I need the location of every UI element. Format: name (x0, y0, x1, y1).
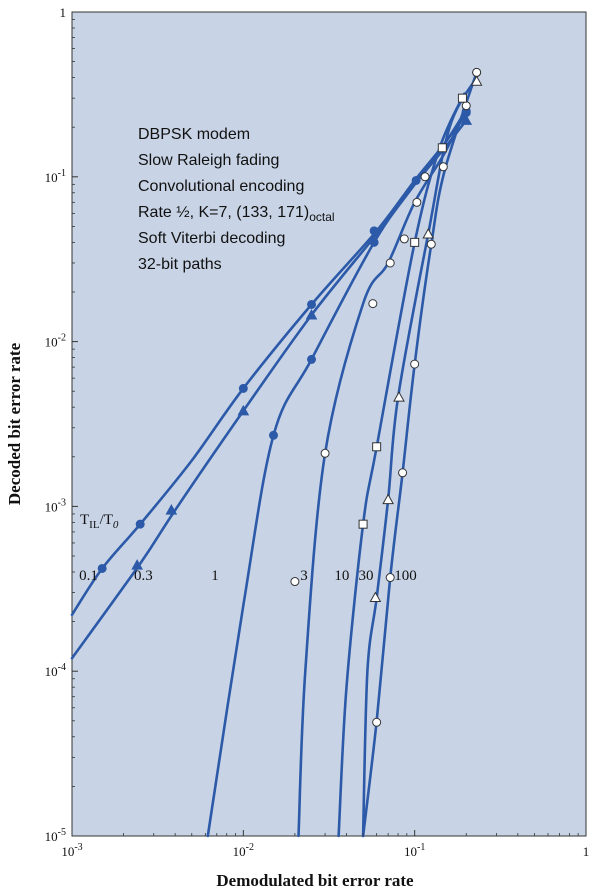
curve-label-10: 10 (334, 568, 349, 584)
y-tick-exp: -1 (58, 168, 66, 179)
y-axis-label: Decoded bit error rate (5, 342, 24, 505)
data-point-0.1 (412, 176, 420, 184)
curve-label-30: 30 (358, 568, 373, 584)
data-point-1 (308, 355, 316, 363)
data-point-3 (413, 198, 421, 206)
annotation-text: 32-bit paths (138, 256, 222, 273)
y-tick-base: 1 (60, 5, 67, 20)
data-point-100 (411, 360, 419, 368)
data-point-3 (421, 173, 429, 181)
data-point-10 (359, 520, 367, 528)
ratio-label-part: /T (100, 512, 113, 528)
data-point-1 (370, 238, 378, 246)
data-point-100 (386, 574, 394, 582)
y-tick-exp: -5 (58, 827, 66, 838)
data-point-3 (321, 449, 329, 457)
y-tick-label: 10-5 (45, 827, 66, 844)
y-tick-exp: -3 (58, 497, 66, 508)
data-point-3 (291, 578, 299, 586)
annotation-text: DBPSK modem (138, 126, 250, 143)
y-tick-label: 10-1 (45, 168, 66, 185)
data-point-10 (438, 144, 446, 152)
data-point-3 (400, 235, 408, 243)
data-point-100 (399, 469, 407, 477)
curve-label-0.1: 0.1 (79, 568, 98, 584)
data-point-100 (427, 240, 435, 248)
annotation-text: Slow Raleigh fading (138, 152, 279, 169)
y-tick-base: 10 (45, 829, 58, 844)
x-tick-exp: -2 (246, 842, 254, 853)
ratio-label-part: 0 (113, 519, 119, 531)
curve-label-0.3: 0.3 (134, 568, 153, 584)
data-point-0.1 (308, 300, 316, 308)
x-tick-label: 10-2 (233, 842, 254, 859)
x-tick-label: 1 (583, 844, 590, 859)
curve-label-100: 100 (394, 568, 417, 584)
data-point-0.1 (370, 227, 378, 235)
annotation-line: Slow Raleigh fading (138, 152, 279, 169)
x-axis-label: Demodulated bit error rate (216, 871, 414, 890)
annotation-text: Soft Viterbi decoding (138, 230, 285, 247)
x-tick-base: 10 (233, 844, 246, 859)
data-point-1 (270, 431, 278, 439)
data-point-3 (369, 300, 377, 308)
x-tick-label: 10-1 (404, 842, 425, 859)
x-tick-exp: -3 (74, 842, 82, 853)
annotation-line: Convolutional encoding (138, 178, 304, 195)
data-point-0.1 (136, 520, 144, 528)
data-point-10 (411, 238, 419, 246)
ratio-label-part: T (80, 512, 89, 528)
data-point-0.1 (98, 564, 106, 572)
y-tick-base: 10 (45, 499, 58, 514)
y-tick-label: 10-4 (45, 662, 66, 679)
annotation-line: Soft Viterbi decoding (138, 230, 285, 247)
y-tick-exp: -2 (58, 333, 66, 344)
x-tick-base: 10 (61, 844, 74, 859)
curve-label-3: 3 (300, 568, 308, 584)
y-tick-label: 1 (60, 5, 67, 20)
y-tick-label: 10-2 (45, 333, 66, 350)
x-tick-base: 10 (404, 844, 417, 859)
data-point-100 (373, 718, 381, 726)
annotation-text: Convolutional encoding (138, 178, 304, 195)
annotation-line: 32-bit paths (138, 256, 222, 273)
y-tick-base: 10 (45, 335, 58, 350)
y-tick-base: 10 (45, 664, 58, 679)
x-tick-label: 10-3 (61, 842, 82, 859)
annotation-line: DBPSK modem (138, 126, 250, 143)
ratio-label-part: IL (89, 519, 100, 531)
data-point-3 (462, 102, 470, 110)
data-point-0.1 (239, 384, 247, 392)
data-point-10 (373, 443, 381, 451)
data-point-10 (458, 94, 466, 102)
curve-label-1: 1 (211, 568, 219, 584)
data-point-3 (386, 259, 394, 267)
y-tick-label: 10-3 (45, 497, 66, 514)
y-tick-exp: -4 (58, 662, 66, 673)
annotation-subscript: octal (309, 210, 334, 224)
x-tick-exp: -1 (417, 842, 425, 853)
y-tick-base: 10 (45, 170, 58, 185)
x-tick-base: 1 (583, 844, 590, 859)
annotation-text: Rate ½, K=7, (133, 171) (138, 204, 309, 221)
data-point-3 (439, 163, 447, 171)
data-point-100 (473, 68, 481, 76)
